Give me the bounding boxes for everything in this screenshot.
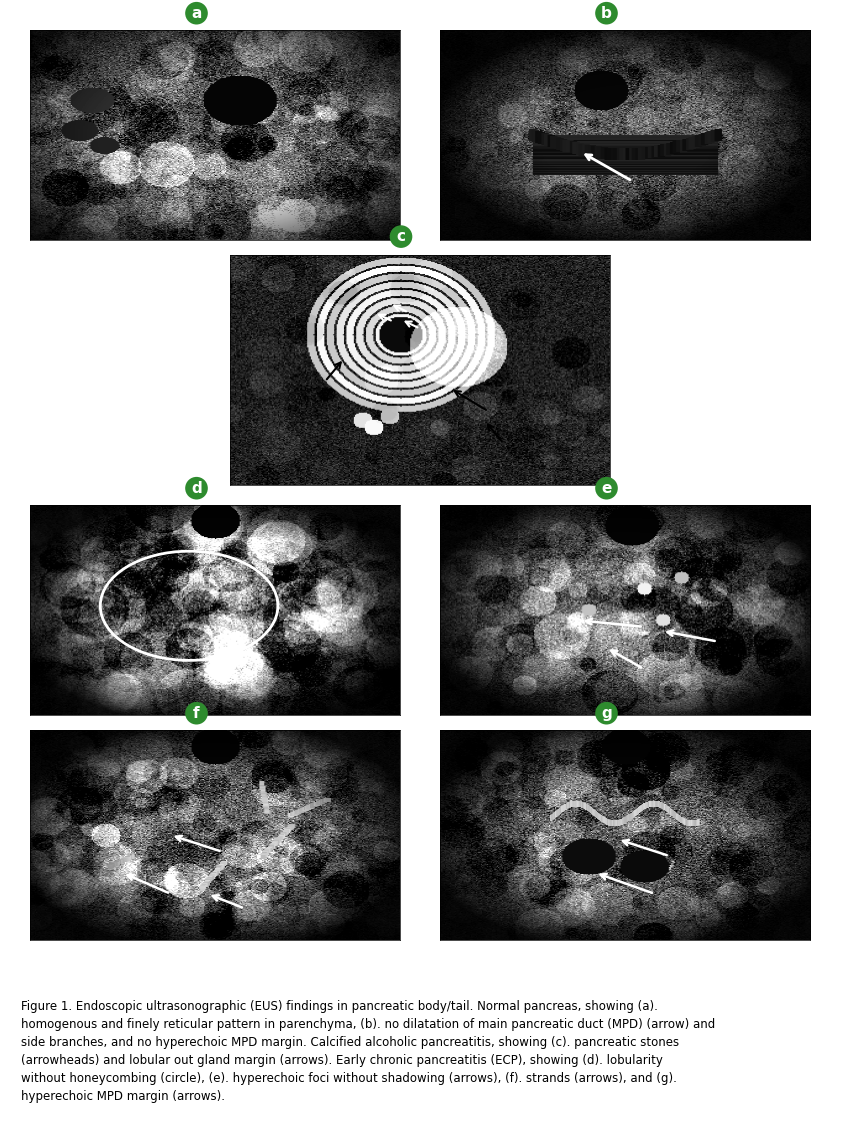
Text: e: e	[601, 481, 611, 495]
Text: Figure 1. Endoscopic ultrasonographic (EUS) findings in pancreatic body/tail. No: Figure 1. Endoscopic ultrasonographic (E…	[21, 1001, 716, 1103]
Text: a: a	[191, 6, 202, 20]
Text: b: b	[601, 6, 612, 20]
Text: c: c	[397, 229, 406, 244]
Text: f: f	[193, 706, 200, 721]
Text: d: d	[191, 481, 202, 495]
Text: g: g	[601, 706, 612, 721]
